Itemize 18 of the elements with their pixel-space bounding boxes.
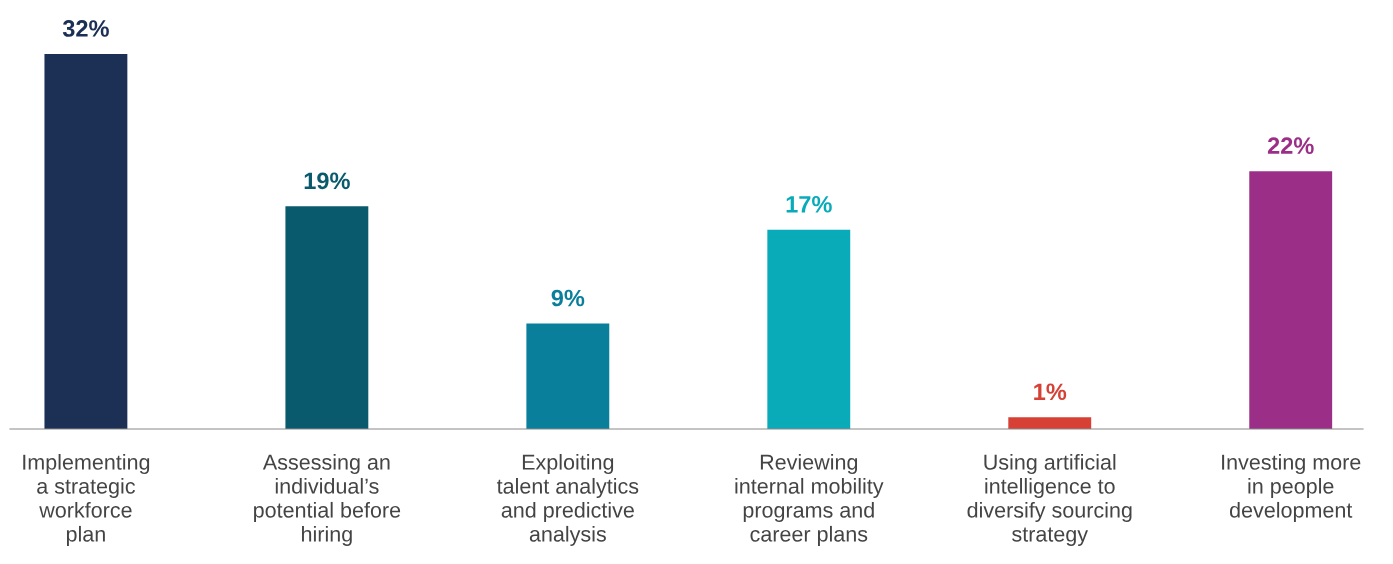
- bar: [285, 206, 369, 429]
- data-label: 19%: [304, 172, 350, 190]
- bar: [1008, 417, 1092, 429]
- bar: [526, 323, 610, 429]
- bar: [44, 54, 128, 429]
- data-label: 32%: [62, 20, 109, 37]
- x-tick-label: Investing more in people development: [1222, 454, 1361, 522]
- data-label: 1%: [1034, 383, 1067, 401]
- x-tick-label: Implementing a strategic workforce plan: [23, 454, 150, 546]
- data-label: 9%: [551, 289, 585, 307]
- x-tick-label: Reviewing internal mobility programs and career plans: [735, 454, 884, 546]
- data-label: 17%: [786, 195, 832, 213]
- bar: [767, 229, 851, 429]
- data-label: 22%: [1267, 137, 1314, 154]
- x-tick-label: Assessing an individual’s potential before hiring: [254, 454, 401, 546]
- bar: [1249, 171, 1333, 429]
- x-tick-label: Exploiting talent analytics and predictive analysis: [496, 454, 639, 546]
- x-tick-label: Using artificial intelligence to diversify sourcing strategy: [967, 454, 1132, 546]
